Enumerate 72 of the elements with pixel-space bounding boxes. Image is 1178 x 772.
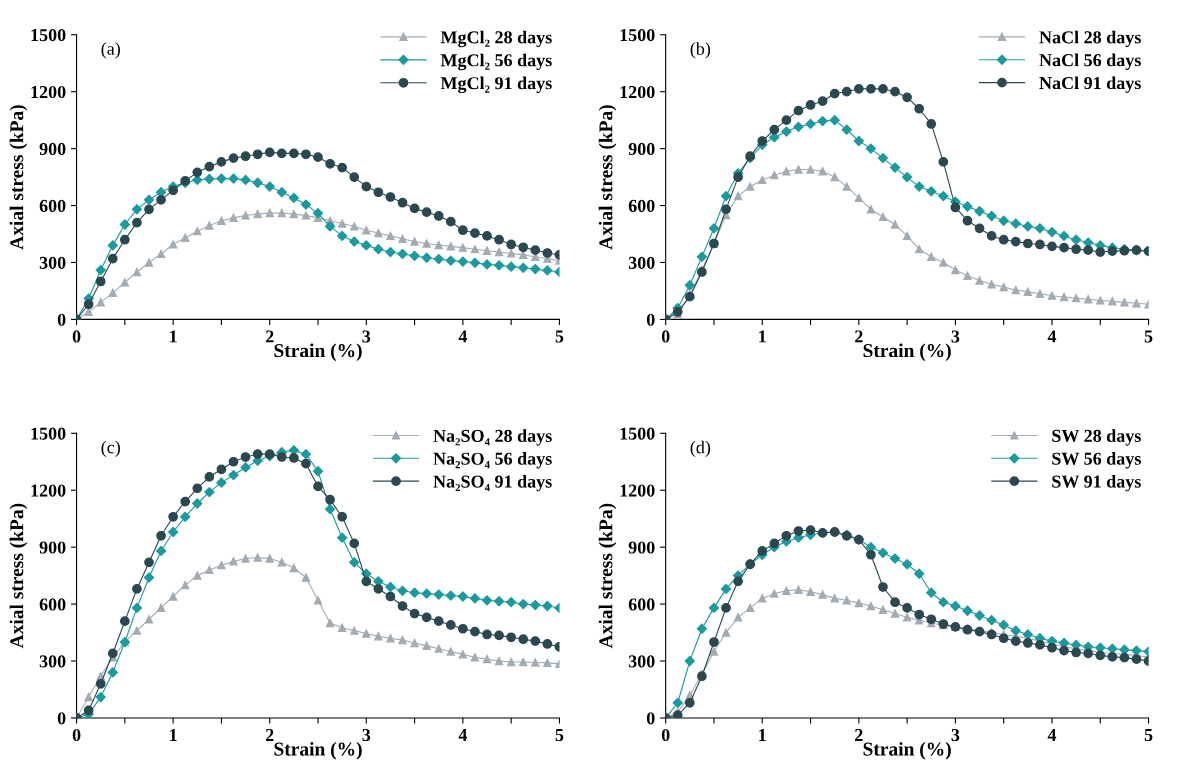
x-tick-label: 5 xyxy=(555,330,564,343)
y-axis-title: Axial stress (kPa) xyxy=(9,105,28,250)
y-tick-label: 1200 xyxy=(31,484,66,497)
y-tick-label: 1200 xyxy=(620,85,655,99)
legend-label: MgCl₂ 28 days xyxy=(440,30,552,48)
legend-label: NaCl 56 days xyxy=(1039,53,1141,70)
x-tick-label: 3 xyxy=(362,330,371,343)
legend-label: NaCl 91 days xyxy=(1039,76,1141,93)
legend-label: MgCl₂ 56 days xyxy=(440,53,552,71)
y-tick-label: 0 xyxy=(646,313,655,326)
y-tick-label: 900 xyxy=(39,142,66,156)
legend-label: Na₂SO₄ 28 days xyxy=(433,429,552,446)
legend-label: SW 56 days xyxy=(1052,452,1141,469)
x-tick-label: 4 xyxy=(458,729,468,741)
x-tick-label: 0 xyxy=(661,728,670,742)
x-tick-label: 5 xyxy=(1144,729,1153,742)
y-tick-label: 0 xyxy=(646,712,655,725)
annotation: (c) xyxy=(101,440,120,458)
legend-label: NaCl 28 days xyxy=(1039,30,1141,48)
legend-label: SW 28 days xyxy=(1052,429,1141,446)
x-tick-label: 1 xyxy=(170,330,177,343)
x-tick-label: 5 xyxy=(1144,330,1153,343)
y-tick-label: 900 xyxy=(628,142,655,156)
legend-label: Na₂SO₄ 91 days xyxy=(433,474,552,492)
x-axis-title: Strain (%) xyxy=(863,741,951,760)
x-tick-label: 3 xyxy=(362,728,371,742)
legend-label: Na₂SO₄ 56 days xyxy=(433,452,552,469)
annotation: (b) xyxy=(690,42,711,59)
y-tick-label: 600 xyxy=(628,598,655,611)
y-tick-label: 0 xyxy=(57,712,66,725)
x-axis-title: Strain (%) xyxy=(274,343,362,362)
annotation: (a) xyxy=(101,42,120,59)
y-tick-label: 300 xyxy=(628,256,655,269)
legend-label: SW 91 days xyxy=(1052,474,1141,492)
y-tick-label: 1200 xyxy=(31,85,66,99)
x-tick-label: 0 xyxy=(72,728,81,742)
x-tick-label: 4 xyxy=(458,330,468,343)
x-tick-label: 2 xyxy=(265,330,274,343)
x-tick-label: 2 xyxy=(855,330,863,343)
x-tick-label: 1 xyxy=(759,330,766,343)
y-tick-label: 300 xyxy=(39,256,66,269)
y-tick-label: 900 xyxy=(39,541,66,554)
x-tick-label: 1 xyxy=(170,728,177,741)
legend-label: MgCl₂ 91 days xyxy=(440,76,552,94)
x-tick-label: 3 xyxy=(951,330,960,343)
x-tick-label: 0 xyxy=(72,330,81,343)
y-tick-label: 900 xyxy=(628,541,655,554)
y-axis-title: Axial stress (kPa) xyxy=(598,105,617,250)
x-tick-label: 2 xyxy=(855,728,863,741)
y-tick-label: 600 xyxy=(39,199,66,212)
x-tick-label: 5 xyxy=(555,729,564,742)
y-tick-label: 1500 xyxy=(31,427,66,440)
y-tick-label: 600 xyxy=(628,199,655,212)
y-tick-label: 1500 xyxy=(620,29,655,42)
x-tick-label: 4 xyxy=(1047,729,1057,741)
y-tick-label: 1500 xyxy=(31,29,66,42)
y-tick-label: 300 xyxy=(39,655,66,668)
x-tick-label: 0 xyxy=(661,330,670,343)
x-axis-title: Strain (%) xyxy=(863,343,951,362)
x-tick-label: 2 xyxy=(265,728,274,741)
y-tick-label: 300 xyxy=(628,655,655,668)
y-tick-label: 1200 xyxy=(620,484,655,497)
x-tick-label: 1 xyxy=(759,728,766,741)
y-tick-label: 0 xyxy=(57,313,66,326)
y-tick-label: 600 xyxy=(39,598,66,611)
y-axis-title: Axial stress (kPa) xyxy=(598,503,617,649)
x-tick-label: 4 xyxy=(1047,330,1057,343)
x-axis-title: Strain (%) xyxy=(274,741,362,760)
annotation: (d) xyxy=(690,440,711,458)
x-tick-label: 3 xyxy=(951,728,960,742)
y-tick-label: 1500 xyxy=(620,427,655,440)
y-axis-title: Axial stress (kPa) xyxy=(9,503,28,649)
